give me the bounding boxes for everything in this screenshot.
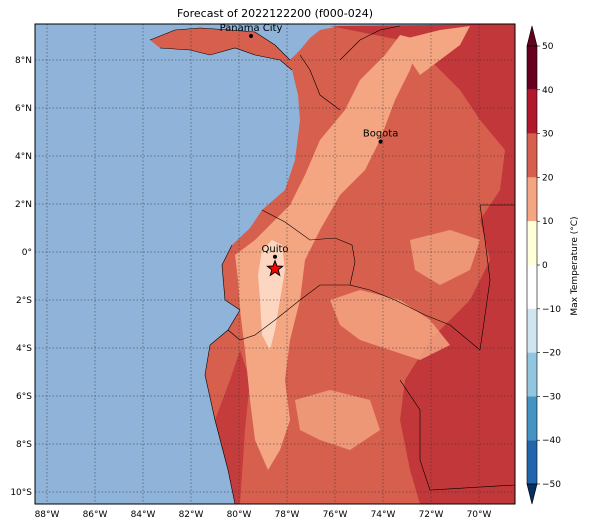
colorbar-tick-label: 30 — [542, 130, 554, 140]
colorbar-band — [527, 221, 537, 265]
lat-tick-label: 2°S — [16, 296, 32, 306]
lon-tick-label: 80°W — [227, 510, 252, 520]
lat-tick-label: 10°S — [10, 488, 32, 498]
lon-tick-label: 74°W — [371, 510, 396, 520]
lat-tick-label: 6°N — [15, 104, 32, 114]
colorbar-band — [527, 308, 537, 353]
warm-south-patch — [295, 390, 380, 450]
colorbar-band — [527, 440, 537, 484]
colorbar-tick-label: −20 — [542, 349, 561, 359]
colorbar-tick-label: 10 — [542, 217, 554, 227]
city-markers: Panama City Bogota Quito — [220, 23, 399, 259]
lat-tick-label: 2°N — [15, 200, 32, 210]
lat-tick-label: 8°S — [16, 440, 32, 450]
latitude-labels: 8°N 6°N 4°N 2°N 0° 2°S 4°S 6°S 8°S 10°S — [10, 56, 32, 498]
lon-tick-label: 78°W — [275, 510, 300, 520]
colorbar-extend-bottom — [526, 483, 538, 505]
warm-andes-band — [235, 35, 420, 470]
lon-tick-label: 84°W — [131, 510, 156, 520]
colorbar-tick-label: 50 — [542, 42, 554, 52]
colorbar-tick-label: 0 — [542, 261, 548, 271]
colorbar-extend-top — [526, 25, 538, 47]
land-area — [35, 24, 515, 504]
longitude-labels: 88°W 86°W 84°W 82°W 80°W 78°W 76°W 74°W 72°W 70°W — [35, 510, 492, 520]
colorbar-tick-label: 20 — [542, 173, 554, 183]
map-title: Forecast of 2022122200 (f000-024) — [176, 7, 374, 20]
city-dot — [273, 254, 277, 259]
colorbar-tick-label: 40 — [542, 86, 554, 96]
city-label: Bogota — [363, 129, 399, 140]
lon-tick-label: 82°W — [179, 510, 204, 520]
map-frame — [34, 23, 516, 505]
warm-amazon-patch — [330, 290, 450, 360]
colorbar: 50 40 30 20 10 0 −10 −20 −30 −40 −50 — [526, 25, 561, 505]
city-label: Panama City — [220, 23, 283, 34]
lat-tick-label: 4°S — [16, 344, 32, 354]
graticule — [35, 24, 515, 504]
colorbar-tick-label: −40 — [542, 436, 561, 446]
lon-tick-label: 72°W — [419, 510, 444, 520]
warm-east-patch — [410, 230, 480, 285]
colorbar-band — [527, 352, 537, 397]
colorbar-band — [527, 133, 537, 178]
colorbar-band — [527, 89, 537, 134]
colorbar-band — [527, 265, 537, 309]
lat-tick-label: 8°N — [15, 56, 32, 66]
lon-tick-label: 70°W — [467, 510, 492, 520]
lon-tick-label: 86°W — [83, 510, 108, 520]
lat-tick-label: 6°S — [16, 392, 32, 402]
city-label: Quito — [261, 244, 288, 255]
colorbar-band — [527, 396, 537, 441]
colorbar-tick-label: −50 — [542, 480, 561, 490]
city-dot — [378, 139, 383, 144]
colorbar-tick-label: −30 — [542, 392, 561, 402]
star-icon — [266, 259, 284, 277]
hot-region-coast — [215, 350, 250, 504]
colorbar-label: Max Temperature (°C) — [570, 216, 580, 315]
colorbar-band — [527, 46, 537, 90]
lon-tick-label: 88°W — [35, 510, 60, 520]
lat-tick-label: 4°N — [15, 152, 32, 162]
city-dot — [249, 34, 253, 38]
hot-region-east — [330, 24, 515, 504]
star-marker — [266, 259, 284, 277]
lat-tick-label: 0° — [22, 248, 32, 258]
colorbar-tick-label: −10 — [542, 305, 561, 315]
lon-tick-label: 76°W — [323, 510, 348, 520]
colorbar-band — [527, 177, 537, 222]
warm-north-band — [400, 26, 470, 75]
